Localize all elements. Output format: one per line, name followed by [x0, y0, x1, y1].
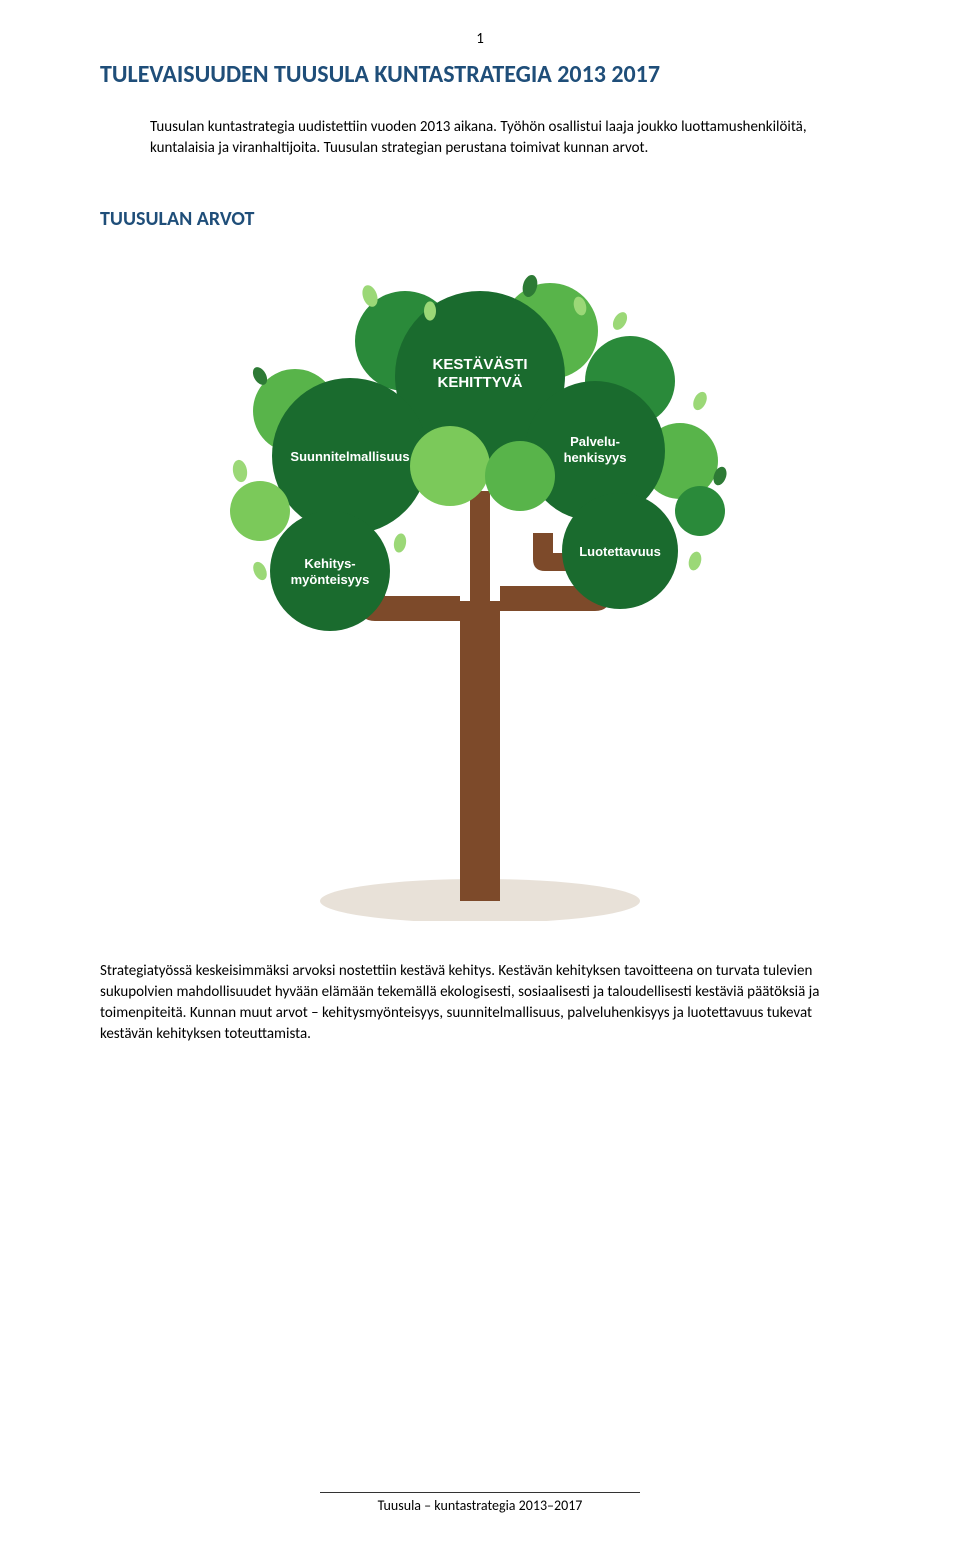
svg-text:Palvelu-: Palvelu- — [570, 434, 620, 449]
bottom-paragraph: Strategiatyössä keskeisimmäksi arvoksi n… — [100, 961, 860, 1045]
svg-text:Suunnitelmallisuus: Suunnitelmallisuus — [290, 449, 409, 464]
tree-diagram: KESTÄVÄSTIKEHITTYVÄ Suunnitelmallisuus Pal… — [200, 261, 760, 921]
page-title: TULEVAISUUDEN TUUSULA KUNTASTRATEGIA 201… — [100, 60, 860, 89]
footer-text: Tuusula – kuntastrategia 2013–2017 — [0, 1497, 960, 1514]
footer: Tuusula – kuntastrategia 2013–2017 — [0, 1492, 960, 1514]
svg-text:myönteisyys: myönteisyys — [291, 572, 370, 587]
svg-text:KEHITTYVÄ: KEHITTYVÄ — [437, 374, 522, 391]
svg-text:KESTÄVÄSTI: KESTÄVÄSTI — [432, 356, 527, 373]
svg-text:Kehitys-: Kehitys- — [304, 556, 355, 571]
footer-rule — [320, 1492, 640, 1493]
svg-text:henkisyys: henkisyys — [564, 450, 627, 465]
page-number: 1 — [0, 30, 960, 48]
tree-svg: KESTÄVÄSTIKEHITTYVÄ Suunnitelmallisuus Pal… — [200, 261, 760, 921]
intro-paragraph: Tuusulan kuntastrategia uudistettiin vuo… — [150, 117, 860, 159]
svg-text:Luotettavuus: Luotettavuus — [579, 544, 661, 559]
section-heading: TUUSULAN ARVOT — [100, 207, 860, 231]
